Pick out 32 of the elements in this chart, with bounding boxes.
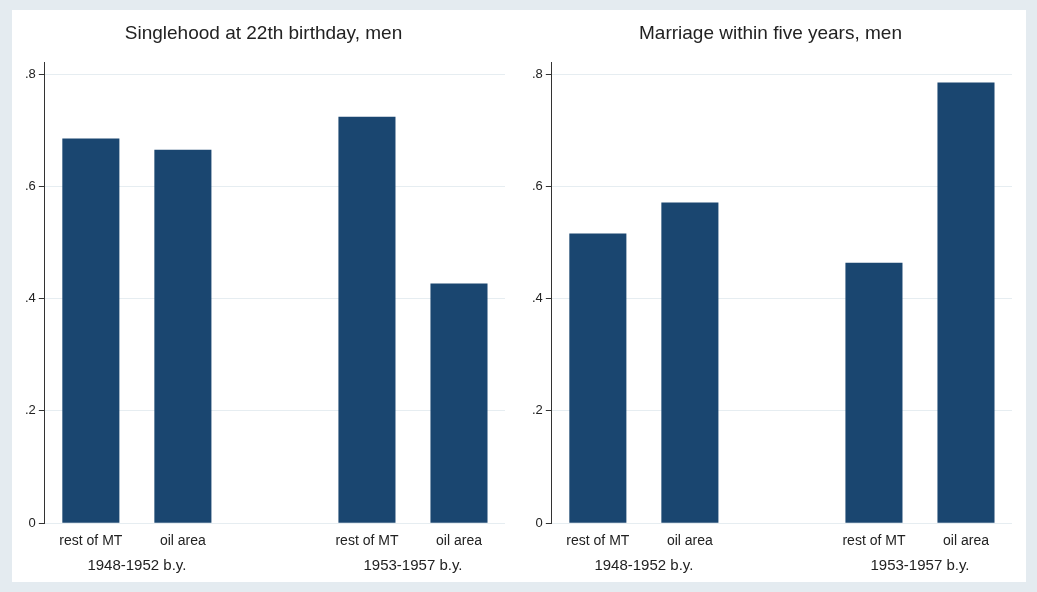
y-tick-label: 0 xyxy=(28,514,36,530)
y-tick-label: .6 xyxy=(25,177,36,193)
y-tick-label: .6 xyxy=(532,177,543,193)
x-tick-label: oil area xyxy=(436,532,483,549)
text: 1948-1952 b.y. xyxy=(594,555,694,573)
text: 1948-1952 b.y. xyxy=(87,555,187,573)
x-tick-label: rest of MT xyxy=(842,532,906,549)
x-tick-label: rest of MT xyxy=(335,532,399,549)
text: 1953-1957 b.y. xyxy=(363,555,463,573)
y-tick-label: .2 xyxy=(532,402,543,418)
bar xyxy=(845,262,903,523)
x-tick-label: oil area xyxy=(666,532,714,549)
y-tick-label: .2 xyxy=(25,402,36,418)
bar xyxy=(937,82,995,523)
y-tick-label: .8 xyxy=(25,65,36,81)
bar xyxy=(62,138,120,523)
chart-title: Singlehood at 22th birthday, men xyxy=(124,21,403,43)
bar xyxy=(154,149,212,523)
bar xyxy=(661,202,719,523)
x-tick-label: rest of MT xyxy=(566,532,630,549)
chart-title: Marriage within five years, men xyxy=(639,21,902,43)
text: 1953-1957 b.y. xyxy=(870,555,970,573)
bar xyxy=(569,233,627,523)
y-tick-label: .4 xyxy=(532,290,543,306)
y-tick-label: .8 xyxy=(532,65,543,81)
x-tick-label: oil area xyxy=(943,532,990,549)
y-tick-label: .4 xyxy=(25,290,36,306)
bar xyxy=(430,283,488,523)
bar xyxy=(338,116,396,523)
x-tick-label: oil area xyxy=(159,532,207,549)
y-tick-label: 0 xyxy=(535,514,543,530)
x-tick-label: rest of MT xyxy=(59,532,123,549)
